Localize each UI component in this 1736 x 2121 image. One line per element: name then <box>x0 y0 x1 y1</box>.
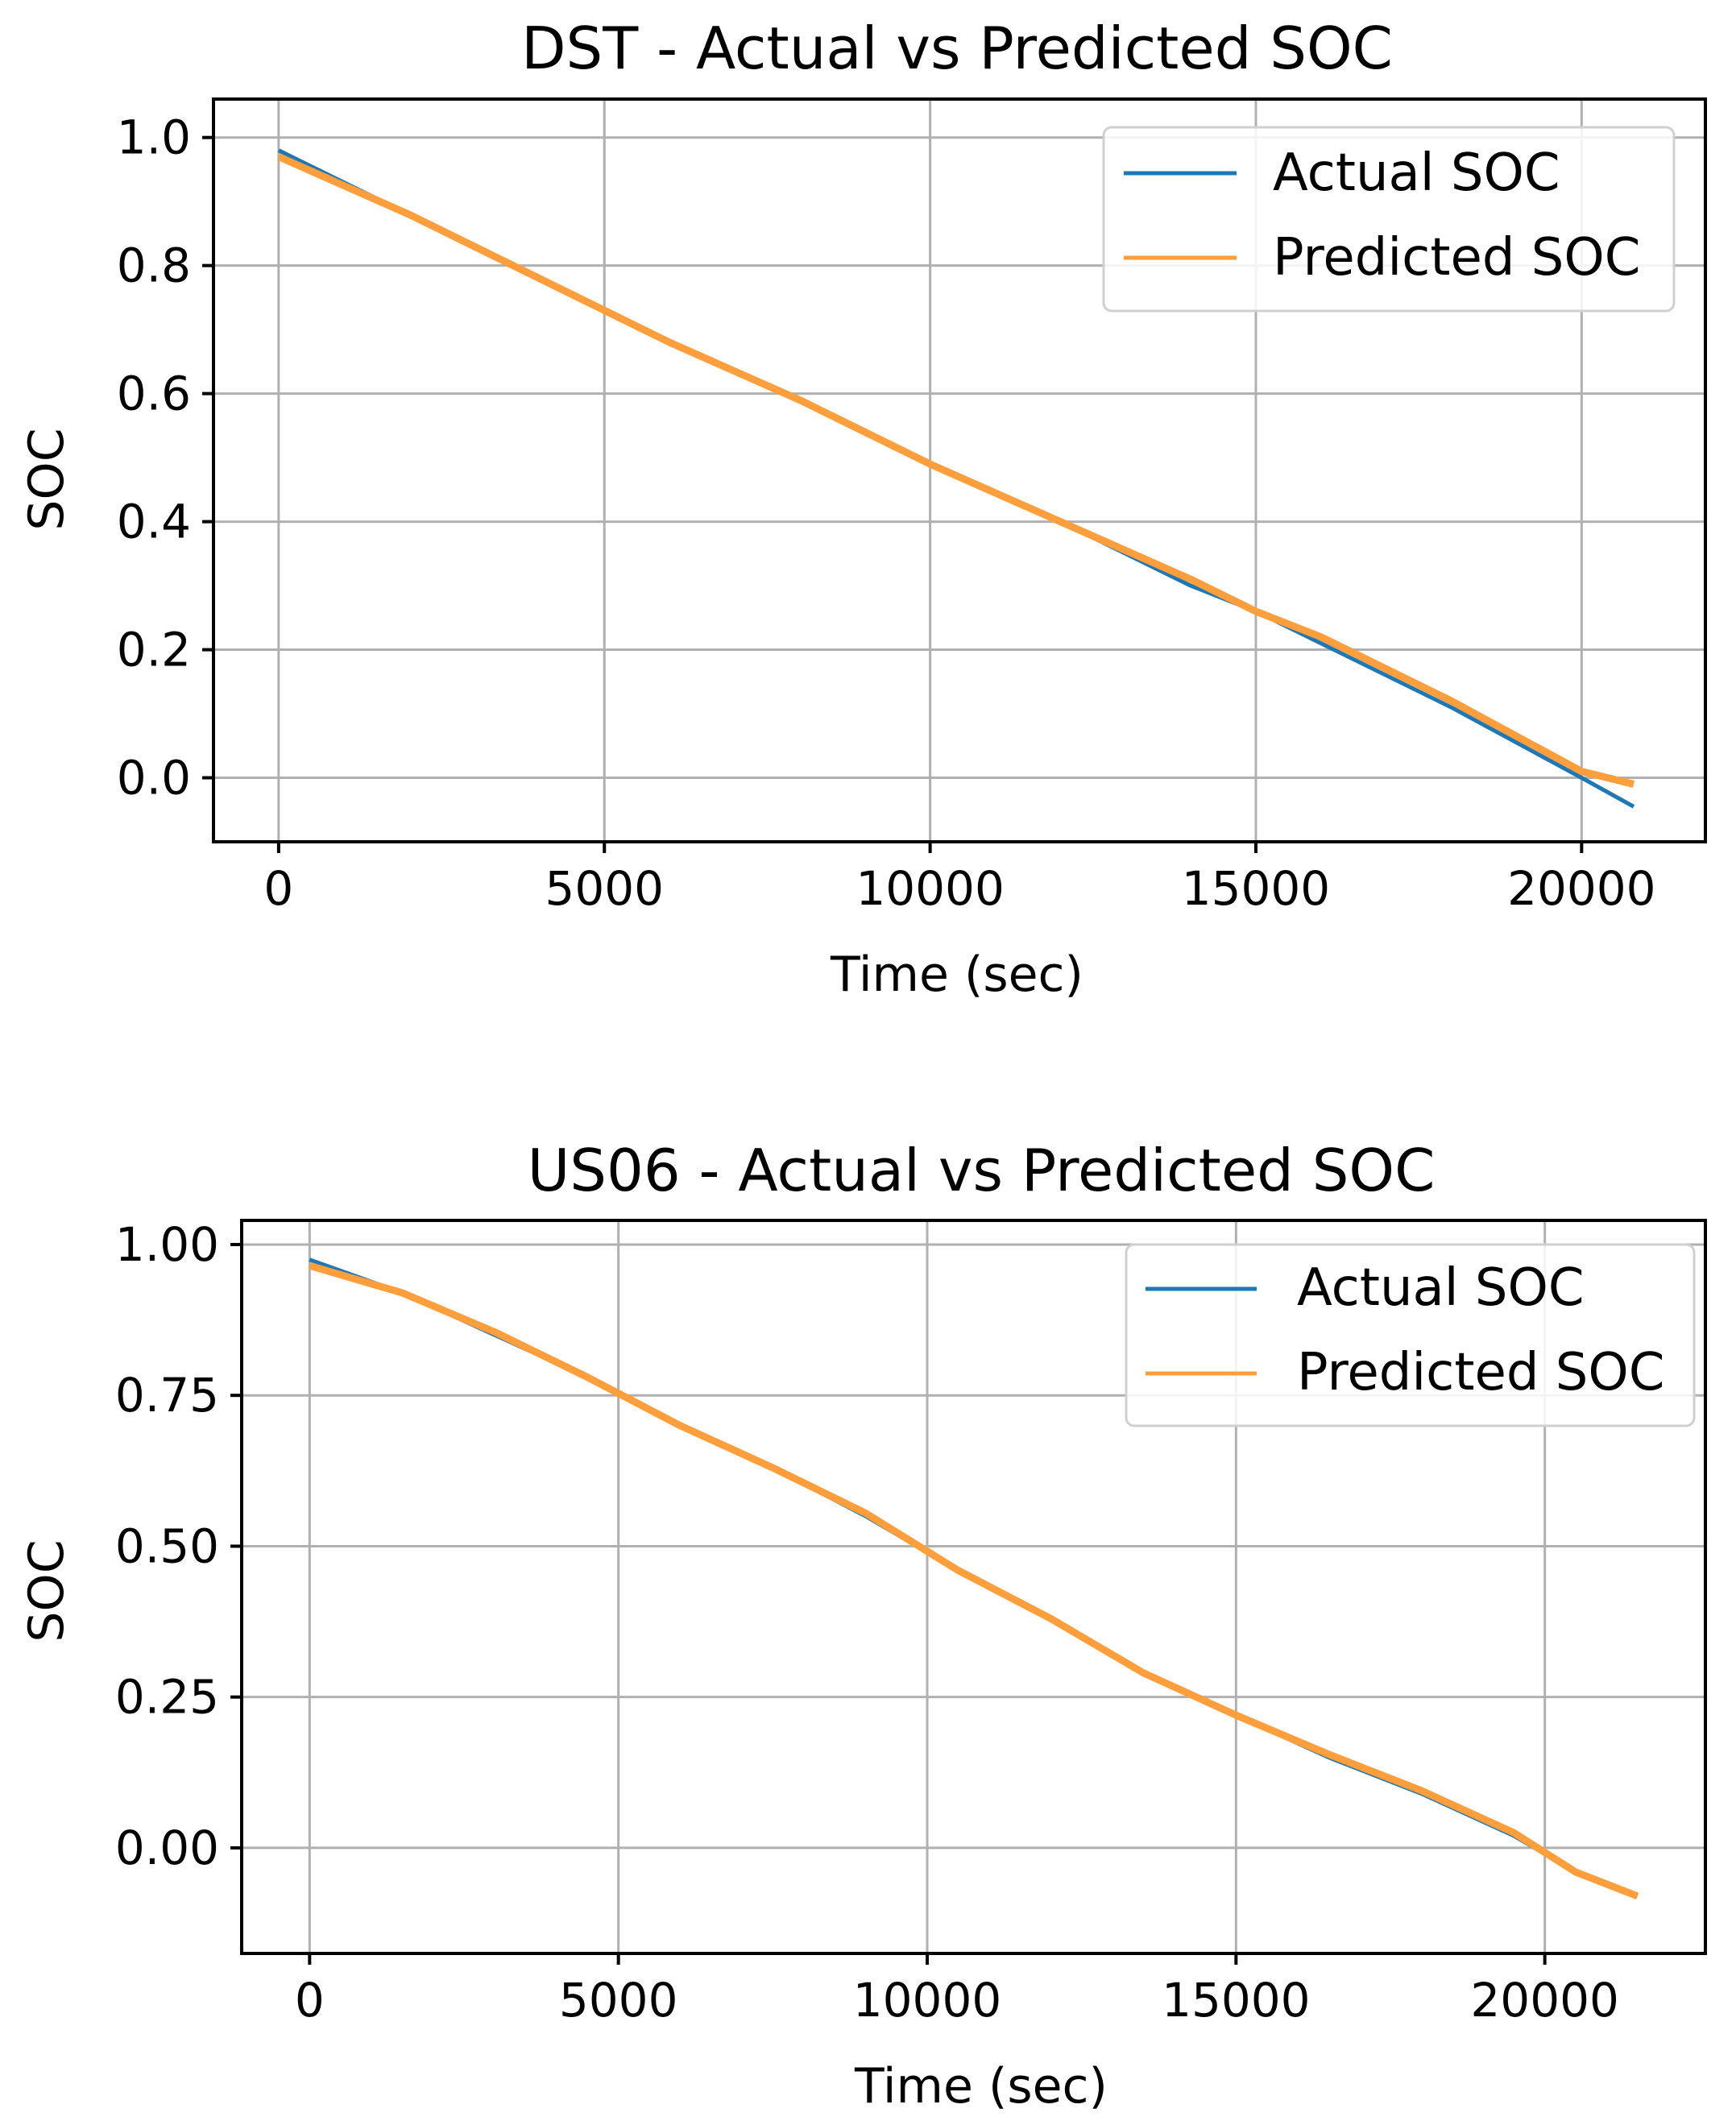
x-tick-label: 0 <box>263 861 293 916</box>
y-tick-label: 0.2 <box>117 623 191 677</box>
chart-title: DST - Actual vs Predicted SOC <box>521 14 1393 82</box>
x-tick-label: 15000 <box>1182 861 1331 916</box>
y-tick-label: 0.6 <box>117 367 191 421</box>
y-tick-label: 0.00 <box>115 1821 219 1875</box>
legend-predicted-label: Predicted SOC <box>1273 228 1640 288</box>
plot-frame <box>240 1219 1707 1955</box>
legend-box <box>1125 1243 1696 1427</box>
y-tick-label: 0.0 <box>117 751 191 806</box>
x-tick-label: 20000 <box>1470 1973 1619 2028</box>
y-tick-label: 0.8 <box>117 238 191 293</box>
y-tick-label: 1.0 <box>117 110 191 165</box>
x-tick-label: 10000 <box>856 861 1005 916</box>
series-predicted-soc-line <box>277 153 1635 788</box>
x-tick-label: 10000 <box>853 1973 1002 2028</box>
legend: Actual SOC Predicted SOC <box>1102 126 1676 313</box>
series-predicted-soc-line <box>309 1261 1639 1899</box>
legend-actual-label: Actual SOC <box>1273 143 1560 203</box>
x-tick-label: 5000 <box>545 861 664 916</box>
x-tick-label: 0 <box>295 1973 325 2028</box>
plot-frame <box>212 97 1707 843</box>
chart-title: US06 - Actual vs Predicted SOC <box>528 1137 1436 1204</box>
chart-us06: US06 - Actual vs Predicted SOC 0 5000 1000… <box>19 1137 1707 2115</box>
x-axis-label: Time (sec) <box>830 947 1083 1003</box>
x-tick-label: 15000 <box>1162 1973 1311 2028</box>
x-tick-label: 5000 <box>559 1973 678 2028</box>
chart-dst: DST - Actual vs Predicted SOC 0 5000 10000… <box>19 14 1707 1003</box>
x-tick-label: 20000 <box>1507 861 1656 916</box>
legend-box <box>1102 126 1676 313</box>
legend-actual-label: Actual SOC <box>1297 1258 1585 1318</box>
y-tick-label: 1.00 <box>115 1217 219 1272</box>
legend: Actual SOC Predicted SOC <box>1125 1243 1696 1427</box>
y-axis-label: SOC <box>19 428 75 530</box>
y-tick-label: 0.4 <box>117 495 191 549</box>
x-axis-label: Time (sec) <box>854 2058 1108 2115</box>
legend-predicted-label: Predicted SOC <box>1297 1343 1664 1402</box>
y-tick-label: 0.25 <box>115 1670 219 1725</box>
y-tick-label: 0.75 <box>115 1368 219 1423</box>
y-axis-label: SOC <box>19 1539 75 1642</box>
y-tick-label: 0.50 <box>115 1518 219 1573</box>
